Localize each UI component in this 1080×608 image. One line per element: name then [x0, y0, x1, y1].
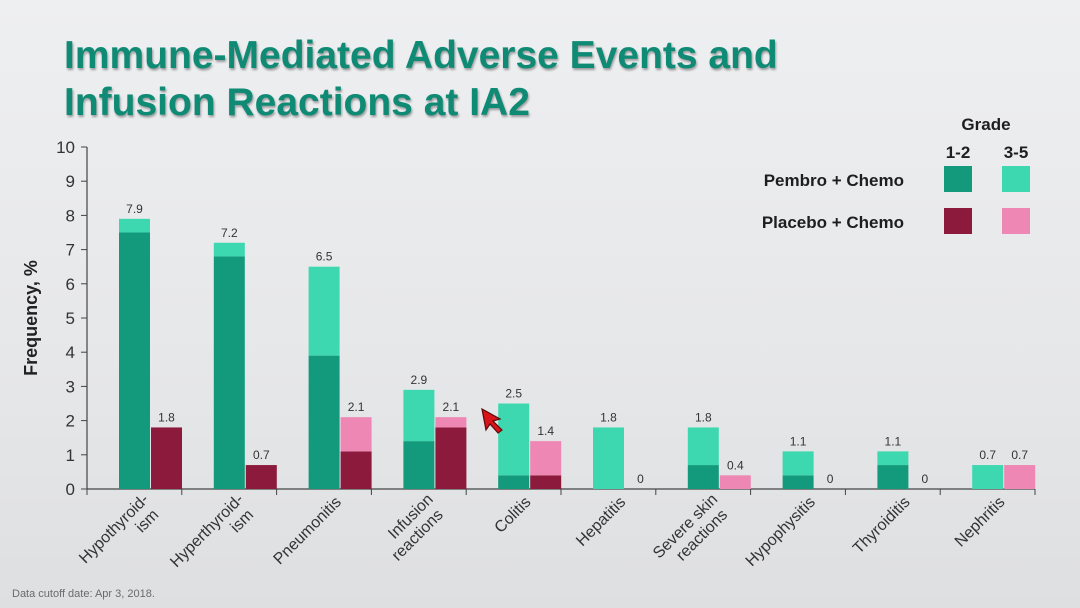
x-category-label: Colitis: [492, 494, 535, 537]
data-label-placebo: 2.1: [348, 400, 365, 414]
bar-pembro-grade-3-5: [972, 465, 1004, 489]
legend-swatch-pembro-grade-3-5: [1002, 166, 1030, 192]
x-category-label-line: Hypophysitis: [743, 494, 819, 570]
y-tick-label: 9: [66, 172, 75, 191]
bar-pembro-grade-3-5: [593, 427, 624, 489]
data-label-pembro: 0.7: [979, 448, 996, 462]
data-label-placebo: 0.7: [1011, 448, 1028, 462]
bar-pembro-grade-1-2: [213, 256, 245, 489]
bar-pembro-grade-1-2: [877, 465, 909, 489]
legend-placebo-label: Placebo + Chemo: [762, 213, 904, 232]
data-label-placebo: 2.1: [443, 400, 460, 414]
data-label-pembro: 2.5: [505, 387, 522, 401]
x-category-label: Hepatitis: [573, 494, 629, 550]
data-label-pembro: 1.1: [885, 434, 902, 448]
bar-pembro-grade-3-5: [687, 427, 719, 466]
y-tick-label: 3: [66, 377, 75, 396]
bar-pembro-grade-3-5: [782, 451, 814, 476]
x-category-label-line: Nephritis: [952, 494, 1009, 551]
x-category-label-line: Pneumonitis: [271, 494, 345, 568]
data-cutoff-footnote: Data cutoff date: Apr 3, 2018.: [12, 588, 155, 600]
x-category-label-line: Colitis: [492, 494, 535, 537]
bar-placebo-grade-3-5: [719, 475, 751, 489]
bar-placebo-grade-3-5: [435, 417, 467, 428]
bar-pembro-grade-3-5: [119, 218, 150, 233]
y-tick-label: 4: [66, 343, 75, 362]
bar-pembro-grade-1-2: [403, 441, 435, 489]
data-label-pembro: 2.9: [411, 373, 428, 387]
bar-placebo-grade-3-5: [340, 417, 372, 452]
y-axis-label: Frequency, %: [21, 260, 41, 376]
x-category-label: Pneumonitis: [271, 494, 345, 568]
data-label-pembro: 7.9: [126, 202, 143, 216]
y-tick-label: 6: [66, 275, 75, 294]
bar-placebo-grade-3-5: [1004, 465, 1036, 489]
x-category-label: Nephritis: [952, 494, 1009, 551]
bar-pembro-grade-1-2: [782, 475, 814, 489]
x-category-label-line: Hepatitis: [573, 494, 629, 550]
legend-grade-1-2-header: 1-2: [946, 143, 971, 162]
title-line-2: Infusion Reactions at IA2: [64, 81, 530, 124]
y-tick-label: 8: [66, 206, 75, 225]
data-label-pembro: 6.5: [316, 250, 333, 264]
data-label-pembro: 7.2: [221, 226, 238, 240]
x-category-label: Infusionreactions: [376, 491, 449, 564]
bar-pembro-grade-3-5: [403, 389, 435, 442]
x-category-label: Severe skinreactions: [650, 491, 734, 575]
bar-placebo-grade-1-2: [245, 465, 277, 489]
title-line-1: Immune-Mediated Adverse Events and: [64, 34, 778, 77]
bar-placebo-grade-1-2: [340, 451, 372, 489]
bar-placebo-grade-1-2: [151, 427, 182, 489]
legend-grade-title: Grade: [961, 115, 1010, 134]
y-tick-label: 10: [56, 138, 75, 157]
mouse-pointer-icon: [481, 407, 503, 434]
data-label-placebo: 0.4: [727, 458, 744, 472]
data-label-placebo: 0: [637, 472, 644, 486]
y-tick-label: 1: [66, 446, 75, 465]
bar-pembro-grade-1-2: [119, 232, 150, 489]
x-category-label-line: Thyroiditis: [850, 494, 914, 558]
data-label-pembro: 1.8: [600, 410, 617, 424]
x-category-label: Hypothyroid-ism: [76, 491, 165, 580]
bar-pembro-grade-3-5: [308, 266, 340, 356]
bar-pembro-grade-3-5: [213, 242, 245, 257]
data-label-placebo: 0: [827, 472, 834, 486]
bar-placebo-grade-1-2: [435, 427, 467, 489]
x-category-label: Hypophysitis: [743, 494, 819, 570]
data-label-pembro: 1.1: [790, 434, 807, 448]
bar-pembro-grade-3-5: [498, 403, 530, 476]
bar-pembro-grade-1-2: [498, 475, 530, 489]
bar-placebo-grade-1-2: [530, 475, 562, 489]
y-tick-label: 7: [66, 241, 75, 260]
data-label-placebo: 1.4: [537, 424, 554, 438]
bar-pembro-grade-1-2: [687, 465, 719, 489]
y-tick-label: 0: [66, 480, 75, 499]
data-label-placebo: 0.7: [253, 448, 270, 462]
data-label-placebo: 0: [922, 472, 929, 486]
bar-pembro-grade-1-2: [308, 355, 340, 489]
legend-swatch-placebo-grade-1-2: [944, 208, 972, 234]
bar-placebo-grade-3-5: [530, 441, 562, 476]
y-tick-label: 5: [66, 309, 75, 328]
bar-pembro-grade-3-5: [877, 451, 909, 466]
legend-pembro-label: Pembro + Chemo: [764, 171, 904, 190]
legend-swatch-placebo-grade-3-5: [1002, 208, 1030, 234]
data-label-pembro: 1.8: [695, 410, 712, 424]
slide-title: Immune-Mediated Adverse Events and Infus…: [64, 32, 964, 126]
data-label-placebo: 1.8: [158, 410, 175, 424]
legend-grade-3-5-header: 3-5: [1004, 143, 1029, 162]
x-category-label: Thyroiditis: [850, 494, 914, 558]
x-category-label: Hyperthyroid-ism: [167, 491, 260, 584]
y-tick-label: 2: [66, 412, 75, 431]
legend-swatch-pembro-grade-1-2: [944, 166, 972, 192]
